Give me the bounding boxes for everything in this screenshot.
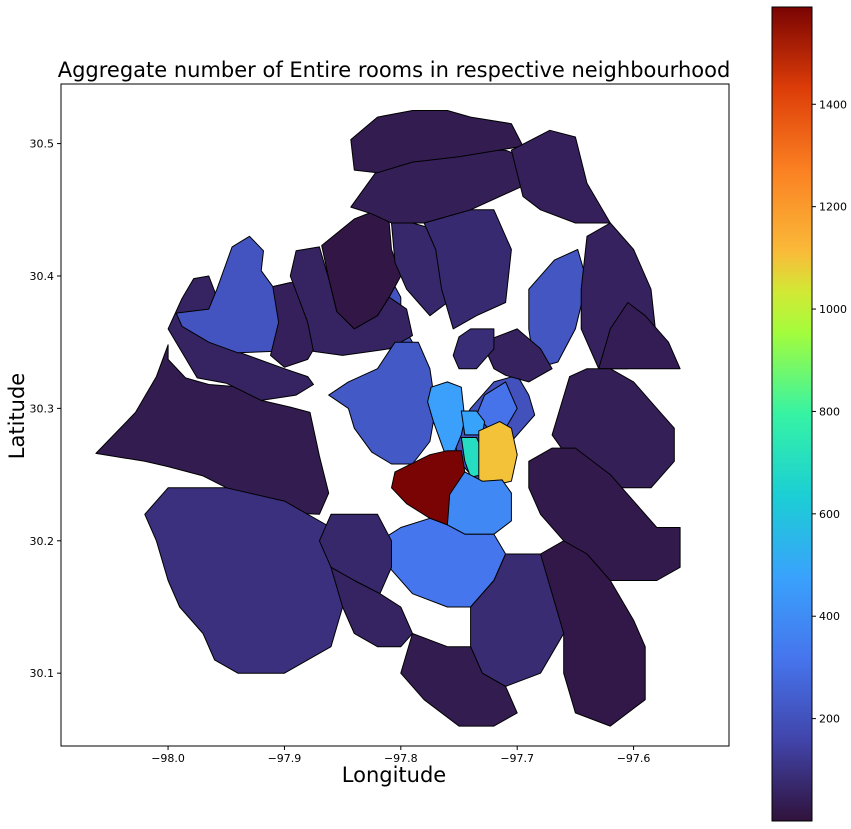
y-tick-label: 30.1 — [30, 667, 55, 680]
neighbourhood-south-cyan — [446, 471, 512, 535]
y-tick-label: 30.4 — [30, 270, 55, 283]
x-axis-label: Longitude — [342, 763, 446, 787]
neighbourhood-central-cyan — [427, 381, 466, 456]
x-tick-label: −97.6 — [617, 752, 651, 765]
neighbourhood-south-lightblue — [379, 517, 507, 608]
map-area — [95, 110, 681, 727]
colorbar-tick-label: 1000 — [819, 303, 847, 316]
colorbar-tick-label: 1200 — [819, 201, 847, 214]
colorbar-tick-label: 600 — [819, 508, 840, 521]
y-axis-label: Latitude — [5, 373, 29, 459]
plot-frame — [60, 83, 730, 747]
neighbourhood-east-mid-b — [452, 328, 495, 370]
x-tick-label: −98.0 — [151, 752, 185, 765]
y-tick-label: 30.3 — [30, 402, 55, 415]
neighbourhood-north-mid-a — [423, 209, 512, 330]
neighbourhood-southeast-dark — [528, 447, 681, 581]
colorbar — [771, 6, 813, 822]
neighbourhood-south-mid-a — [318, 513, 392, 595]
neighbourhood-far-west-a — [95, 344, 330, 515]
neighbourhood-northeast-far — [598, 302, 681, 370]
y-tick-label: 30.5 — [30, 138, 55, 151]
neighbourhood-south-mid-b — [330, 566, 413, 648]
colorbar-tick-label: 400 — [819, 610, 840, 623]
chart-title: Aggregate number of Entire rooms in resp… — [58, 58, 731, 82]
neighbourhood-northeast-blue-corridor — [528, 249, 588, 370]
colorbar-tick-label: 800 — [819, 405, 840, 418]
x-axis-ticks: −98.0 −97.9 −97.8 −97.7 −97.6 — [151, 746, 650, 765]
neighbourhood-far-south — [400, 633, 518, 727]
colorbar-ticks: 200 400 600 800 1000 1200 1400 — [812, 98, 847, 726]
neighbourhood-central-orange — [478, 421, 518, 486]
neighbourhood-southeast-strip — [540, 540, 646, 727]
colorbar-tick-label: 1400 — [819, 98, 847, 111]
y-axis-ticks: 30.1 30.2 30.3 30.4 30.5 — [30, 138, 61, 680]
neighbourhood-north-east-c — [510, 129, 611, 224]
neighbourhood-central-west-blue — [328, 341, 437, 465]
x-tick-label: −97.9 — [268, 752, 302, 765]
neighbourhood-southwest-big — [144, 487, 344, 674]
neighbourhood-far-west-b — [167, 275, 314, 401]
colorbar-tick-label: 200 — [819, 713, 840, 726]
x-tick-label: −97.8 — [384, 752, 418, 765]
neighbourhood-west-central-b — [289, 246, 413, 356]
y-tick-label: 30.2 — [30, 535, 55, 548]
neighbourhood-north-top-a — [350, 110, 524, 174]
neighbourhood-east-mid-a — [481, 328, 553, 383]
x-tick-label: −97.7 — [500, 752, 534, 765]
neighbourhood-central-teal-small — [460, 410, 486, 436]
